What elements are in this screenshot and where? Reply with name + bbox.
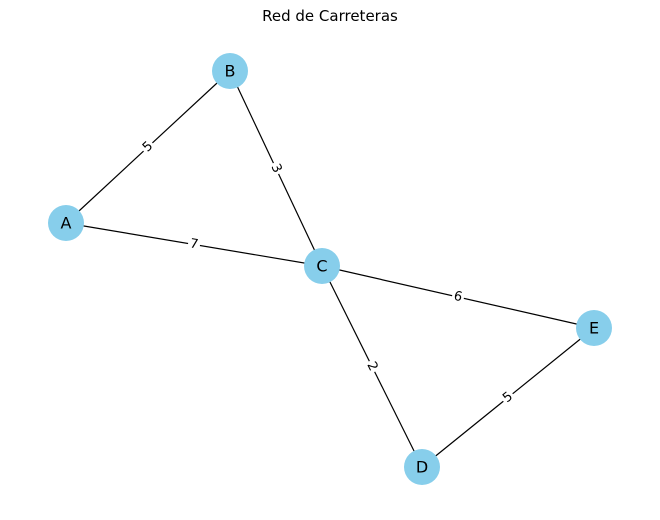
node-label-c: C — [316, 257, 327, 276]
node-label-b: B — [225, 62, 236, 81]
nodes-layer: A B C D E — [48, 53, 612, 485]
node-circle-b — [212, 53, 248, 89]
node-e: E — [576, 310, 612, 346]
edge-label-group-d-e: 5 — [498, 387, 518, 408]
node-circle-d — [404, 449, 440, 485]
node-circle-e — [576, 310, 612, 346]
edge-label-background — [498, 387, 518, 408]
node-a: A — [48, 205, 84, 241]
node-label-e: E — [589, 319, 599, 338]
node-c: C — [304, 248, 340, 284]
edge-label-background — [138, 137, 158, 157]
edge-label-background — [186, 235, 202, 254]
node-label-a: A — [61, 214, 72, 233]
edge-label-group-a-c: 7 — [186, 235, 202, 254]
edge-label-background — [362, 357, 382, 376]
edge-weight-c-e: 6 — [452, 289, 463, 305]
node-label-d: D — [416, 458, 428, 477]
node-d: D — [404, 449, 440, 485]
diagram-title: Red de Carreteras — [262, 7, 398, 25]
edge-label-background — [450, 287, 466, 307]
node-b: B — [212, 53, 248, 89]
edge-label-group-c-d: 2 — [362, 357, 382, 376]
edge-label-group-c-e: 6 — [450, 287, 466, 307]
edge-label-background — [266, 159, 286, 178]
node-circle-c — [304, 248, 340, 284]
node-circle-a — [48, 205, 84, 241]
edge-label-group-a-b: 5 — [138, 137, 158, 157]
edge-labels-layer: 5 7 3 2 6 5 — [138, 137, 518, 408]
edge-label-group-b-c: 3 — [266, 159, 286, 178]
edge-weight-a-c: 7 — [189, 236, 200, 252]
